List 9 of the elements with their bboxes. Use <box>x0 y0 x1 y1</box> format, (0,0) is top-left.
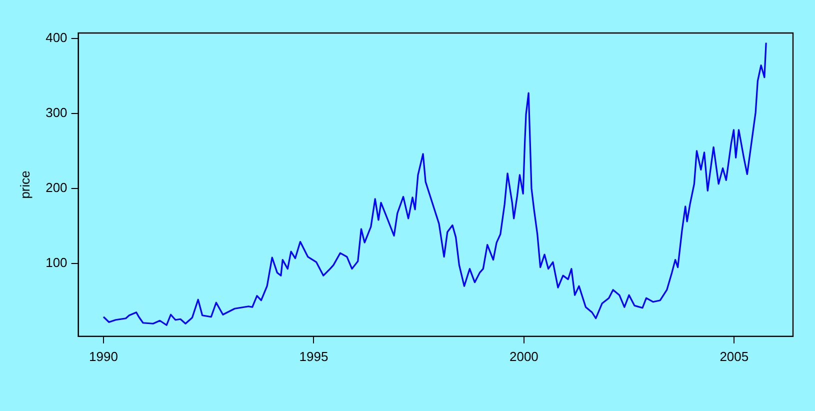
y-tick-label: 400 <box>46 30 68 45</box>
x-tick-label: 1995 <box>299 348 328 364</box>
y-tick-label: 300 <box>46 104 68 120</box>
x-tick-label: 1990 <box>89 348 118 364</box>
x-tick-label: 2000 <box>509 348 538 364</box>
x-tick-label: 2005 <box>720 348 749 364</box>
y-axis-title: price <box>17 170 32 199</box>
y-tick-label: 200 <box>46 180 68 196</box>
y-tick-label: 100 <box>46 255 68 270</box>
